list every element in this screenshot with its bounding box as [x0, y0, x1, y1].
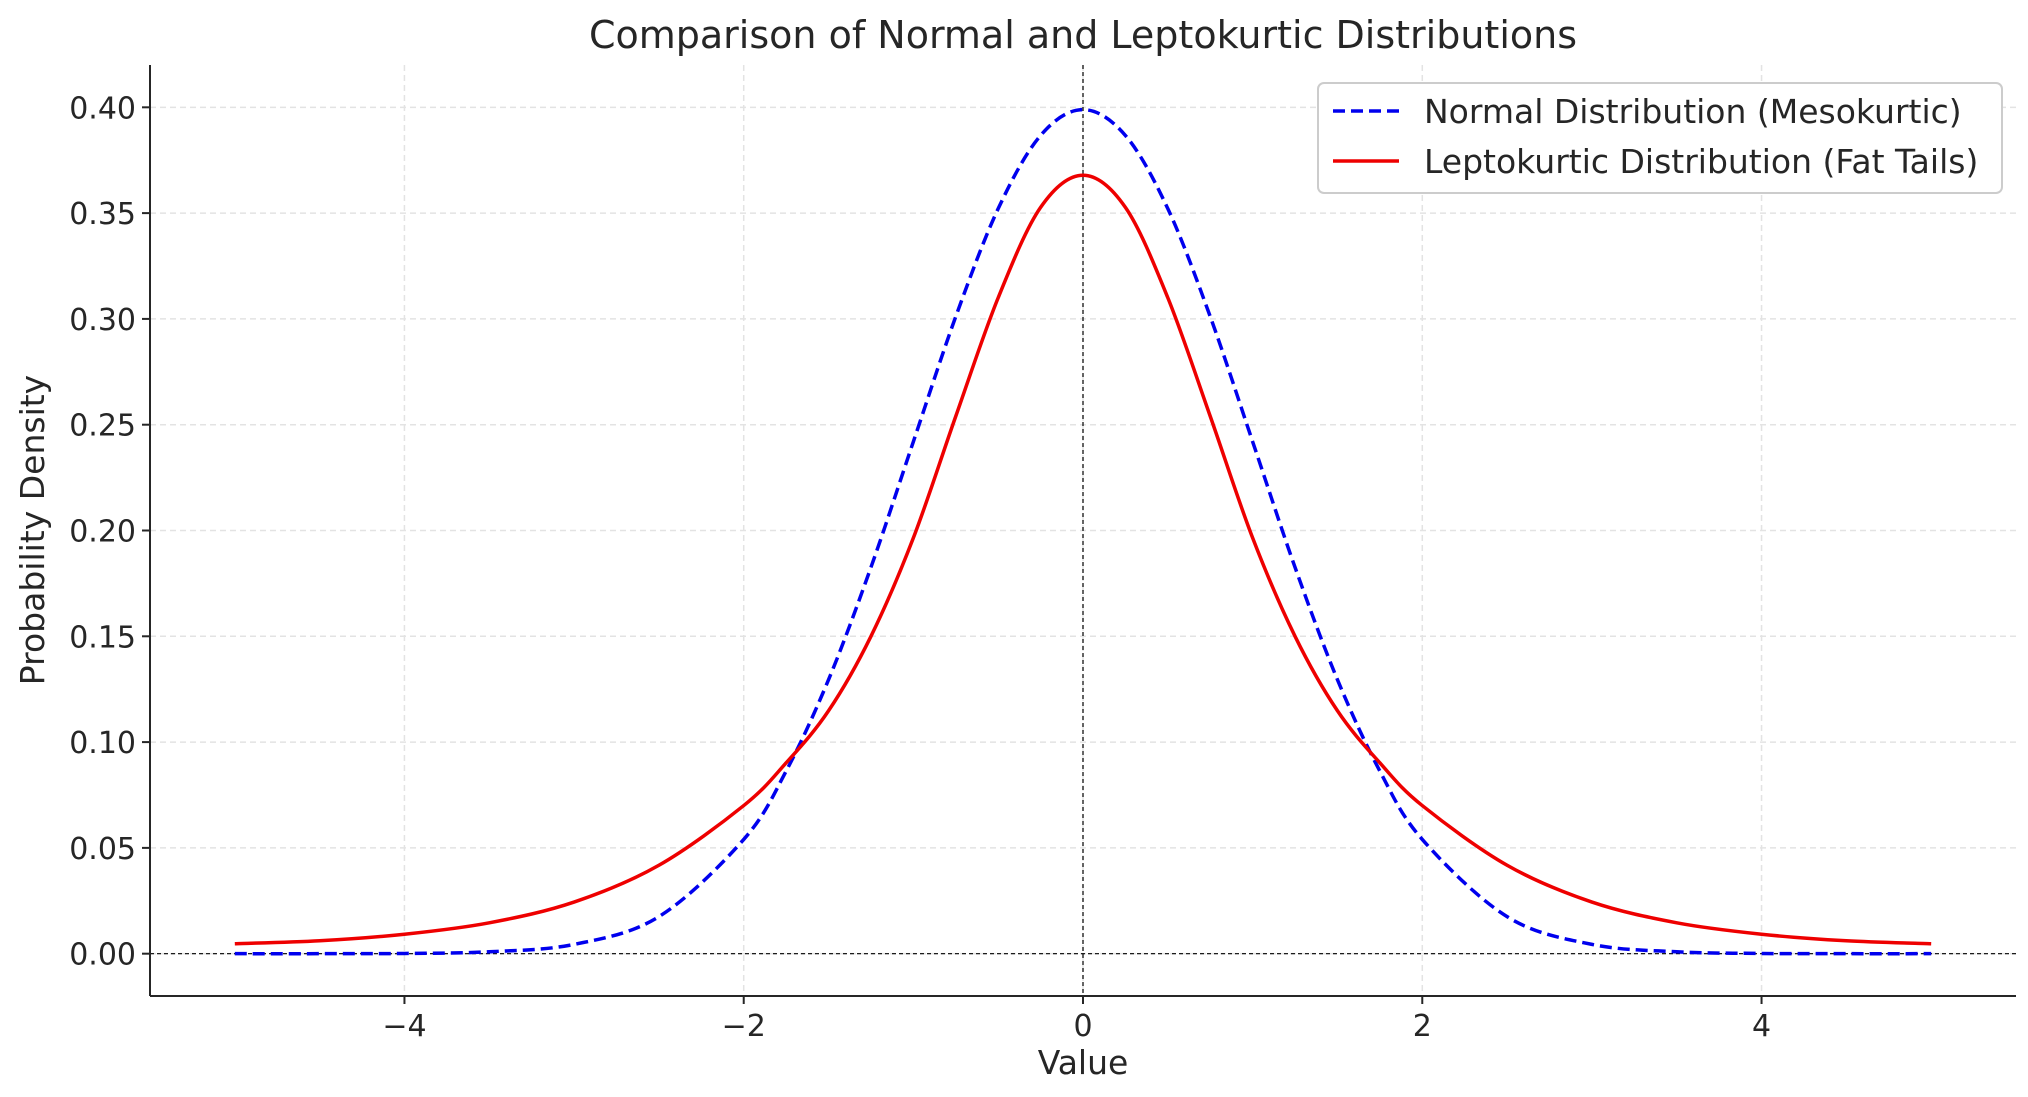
y-tick-label: 0.15: [69, 620, 136, 655]
series-layer: [234, 107, 1932, 956]
legend-label-normal: Normal Distribution (Mesokurtic): [1424, 92, 1962, 131]
x-tick-label: −2: [722, 1009, 766, 1044]
x-tick-label: −4: [382, 1009, 426, 1044]
x-tick-label: 2: [1413, 1009, 1432, 1044]
y-axis-label: Probability Density: [13, 375, 52, 685]
legend: Normal Distribution (Mesokurtic) Leptoku…: [1317, 82, 2003, 194]
chart-title: Comparison of Normal and Leptokurtic Dis…: [589, 13, 1577, 57]
normal-distribution-line: [234, 107, 1932, 956]
x-axis-label: Value: [1038, 1043, 1129, 1082]
y-tick-label: 0.25: [69, 409, 136, 444]
legend-label-leptokurtic: Leptokurtic Distribution (Fat Tails): [1424, 142, 1978, 181]
y-tick-label: 0.30: [69, 303, 136, 338]
y-tick-label: 0.00: [69, 938, 136, 973]
legend-box: [1317, 82, 2003, 194]
y-tick-label: 0.10: [69, 726, 136, 761]
y-tick-label: 0.35: [69, 197, 136, 232]
x-tick-label: 0: [1073, 1009, 1092, 1044]
y-tick-label: 0.40: [69, 91, 136, 126]
y-tick-label: 0.05: [69, 832, 136, 867]
y-tick-label: 0.20: [69, 515, 136, 550]
y-ticks: 0.00 0.05 0.10 0.15 0.20 0.25 0.30 0.35 0.40: [69, 91, 150, 973]
x-ticks: −4 −2 0 2 4: [382, 996, 1771, 1044]
x-tick-label: 4: [1752, 1009, 1771, 1044]
leptokurtic-distribution-line: [234, 173, 1932, 946]
reference-lines: [150, 65, 2016, 996]
